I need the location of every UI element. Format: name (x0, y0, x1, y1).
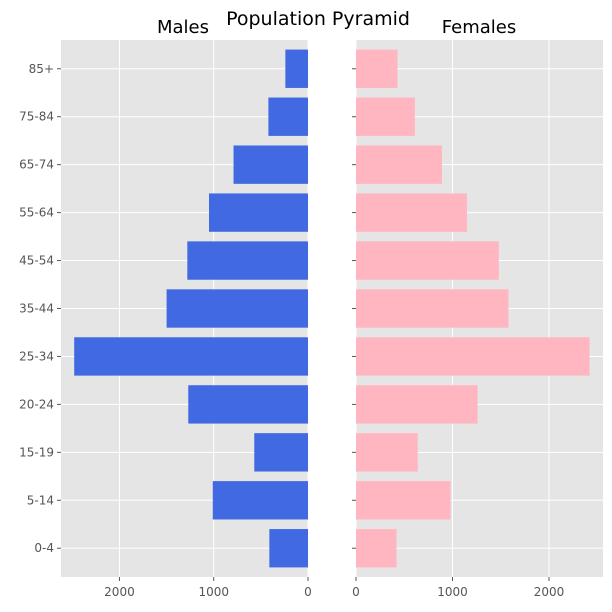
males-bar-65-74 (233, 145, 308, 184)
females-bar-45-54 (356, 241, 499, 280)
males-bar-20-24 (188, 385, 308, 424)
y-tick-label: 45-54 (19, 254, 54, 268)
females-bar-85+ (356, 49, 398, 88)
males-bar-25-34 (74, 337, 308, 376)
females-panel: 0 1000 2000 Females (352, 17, 603, 599)
females-bar-35-44 (356, 289, 509, 328)
males-bar-5-14 (212, 481, 308, 520)
males-bar-85+ (285, 49, 308, 88)
females-bar-65-74 (356, 145, 442, 184)
females-bar-55-64 (356, 193, 467, 232)
y-tick-label: 35-44 (19, 302, 54, 316)
females-x-tick-label: 0 (352, 585, 360, 599)
males-bar-45-54 (187, 241, 308, 280)
y-tick-label: 65-74 (19, 158, 54, 172)
males-bar-15-19 (254, 433, 308, 472)
females-panel-title: Females (442, 17, 516, 38)
males-panel-title: Males (157, 17, 209, 38)
females-bar-0-4 (356, 529, 397, 568)
y-tick-label: 25-34 (19, 349, 54, 363)
males-panel: 2000 1000 0 0-4 5-14 15-19 20-24 25-34 35-44 45-5… (19, 17, 312, 599)
chart-title: Population Pyramid (226, 8, 410, 30)
males-bar-35-44 (166, 289, 308, 328)
males-x-tick-label: 0 (304, 585, 312, 599)
females-bar-15-19 (356, 433, 418, 472)
y-tick-label: 20-24 (19, 397, 54, 411)
y-tick-label: 0-4 (34, 541, 54, 555)
males-bar-0-4 (269, 529, 308, 568)
y-tick-label: 75-84 (19, 110, 54, 124)
y-tick-label: 15-19 (19, 445, 54, 459)
females-bar-25-34 (356, 337, 590, 376)
males-x-tick-label: 1000 (198, 585, 229, 599)
y-tick-label: 85+ (29, 62, 54, 76)
females-bar-75-84 (356, 97, 415, 136)
y-tick-label: 5-14 (27, 493, 54, 507)
females-x-tick-label: 2000 (534, 585, 565, 599)
males-bar-75-84 (268, 97, 308, 136)
y-tick-label: 55-64 (19, 206, 54, 220)
females-bar-5-14 (356, 481, 451, 520)
males-bar-55-64 (209, 193, 308, 232)
females-x-tick-label: 1000 (437, 585, 468, 599)
males-x-tick-label: 2000 (104, 585, 135, 599)
females-bar-20-24 (356, 385, 478, 424)
